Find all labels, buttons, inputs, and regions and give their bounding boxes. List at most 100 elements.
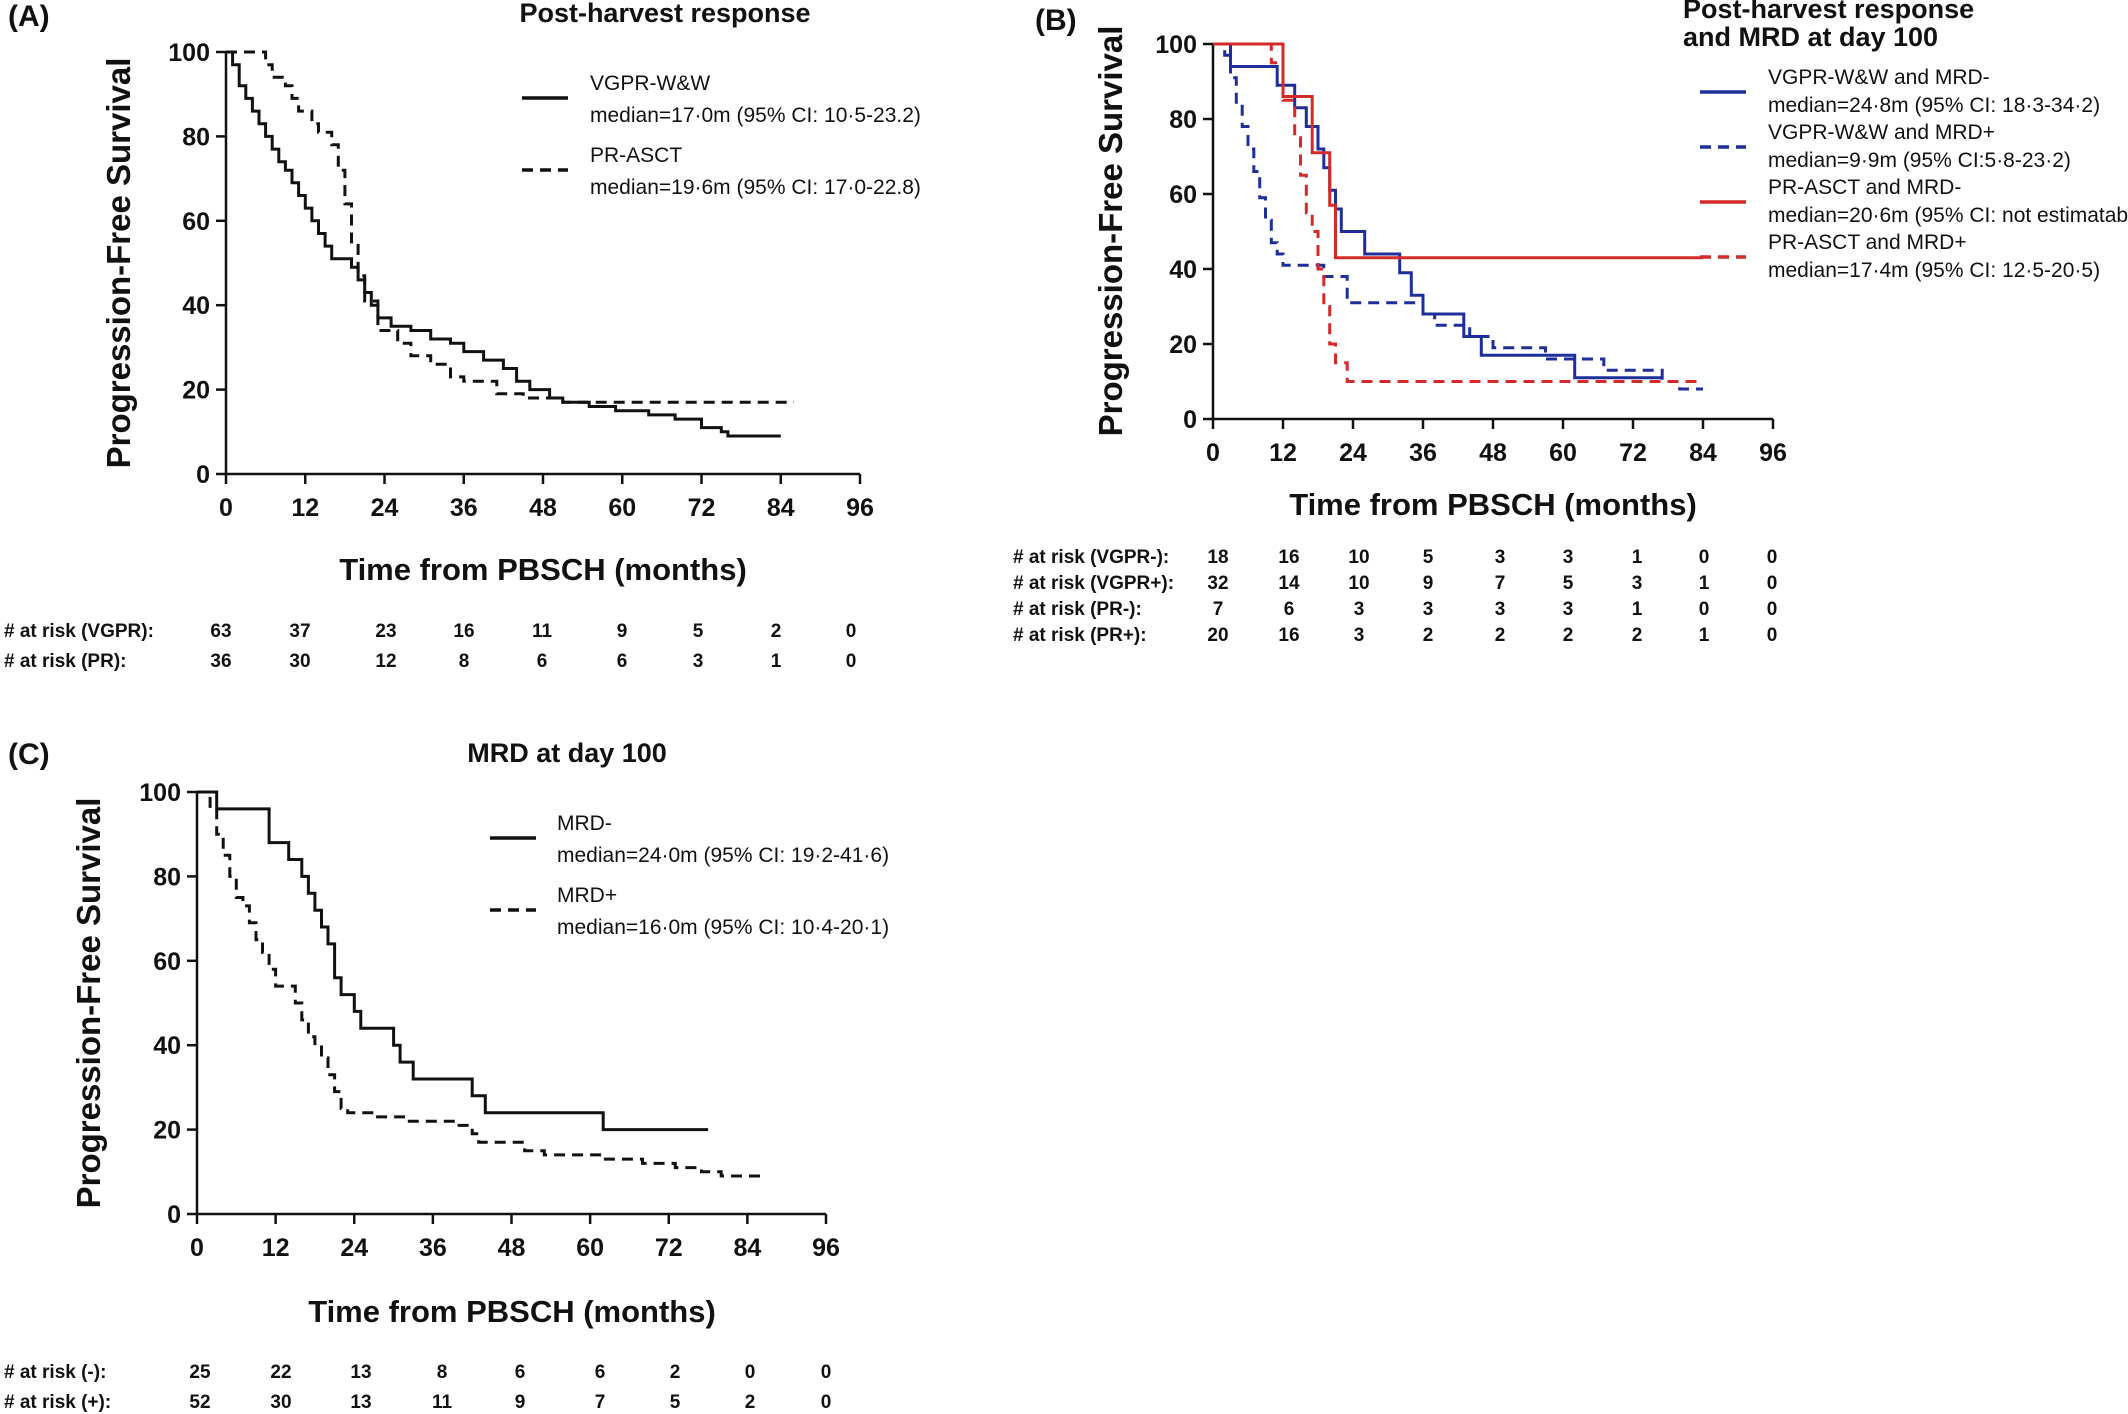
risk-value: 11 xyxy=(432,1392,453,1413)
legend-median: median=9·9m (95% CI:5·8-23·2) xyxy=(1768,149,2071,172)
legend-label: PR-ASCT xyxy=(590,144,682,167)
risk-value: 0 xyxy=(1699,547,1710,568)
x-axis-label: Time from PBSCH (months) xyxy=(308,1294,716,1329)
risk-value: 7 xyxy=(1213,599,1224,620)
risk-value: 23 xyxy=(375,621,396,642)
series-line-1 xyxy=(226,50,781,438)
x-tick-label: 72 xyxy=(1619,439,1647,467)
risk-value: 0 xyxy=(846,621,857,642)
legend-median: median=20·6m (95% CI: not estimatable) xyxy=(1768,204,2128,227)
x-tick-label: 84 xyxy=(1689,439,1717,467)
risk-value: 32 xyxy=(1207,573,1228,594)
risk-value: 10 xyxy=(1348,547,1369,568)
panel-title: and MRD at day 100 xyxy=(1683,22,1938,52)
x-axis-label: Time from PBSCH (months) xyxy=(339,552,747,587)
y-tick-label: 60 xyxy=(182,208,210,236)
x-tick-label: 12 xyxy=(1269,439,1297,467)
series-line-2 xyxy=(197,790,761,1178)
y-tick-label: 40 xyxy=(182,292,210,320)
x-tick-label: 12 xyxy=(291,494,319,522)
x-tick-label: 60 xyxy=(576,1234,604,1262)
x-tick-label: 24 xyxy=(340,1234,368,1262)
legend-label: PR-ASCT and MRD+ xyxy=(1768,231,1967,254)
risk-value: 16 xyxy=(453,621,474,642)
risk-value: 16 xyxy=(1278,547,1299,568)
risk-value: 18 xyxy=(1207,547,1228,568)
legend-label: PR-ASCT and MRD- xyxy=(1768,176,1961,199)
y-tick-label: 0 xyxy=(1183,406,1197,434)
panel-letter: (B) xyxy=(1035,4,1077,37)
series-line-2 xyxy=(1213,42,1703,391)
risk-value: 1 xyxy=(771,651,782,672)
x-tick-label: 48 xyxy=(529,494,557,522)
x-tick-label: 0 xyxy=(1206,439,1220,467)
risk-value: 3 xyxy=(1563,547,1574,568)
risk-value: 7 xyxy=(595,1392,606,1413)
legend-label: MRD+ xyxy=(557,884,617,907)
risk-value: 30 xyxy=(289,651,310,672)
y-axis-label: Progression-Free Survival xyxy=(1092,26,1129,437)
panel-title: Post-harvest response xyxy=(519,0,810,28)
x-tick-label: 84 xyxy=(767,494,795,522)
series-line-1 xyxy=(197,790,709,1132)
risk-value: 3 xyxy=(1423,599,1434,620)
x-tick-label: 96 xyxy=(846,494,874,522)
y-tick-label: 80 xyxy=(153,863,181,891)
risk-value: 3 xyxy=(1354,625,1365,646)
risk-value: 3 xyxy=(1632,573,1643,594)
series-line-3 xyxy=(1213,42,1703,260)
risk-row-label: # at risk (VGPR+): xyxy=(1013,573,1174,594)
panel-title: MRD at day 100 xyxy=(467,738,667,768)
risk-value: 7 xyxy=(1495,573,1506,594)
risk-row-label: # at risk (VGPR-): xyxy=(1013,547,1169,568)
legend-median: median=24·8m (95% CI: 18·3-34·2) xyxy=(1768,94,2100,117)
x-tick-label: 60 xyxy=(608,494,636,522)
x-axis-label: Time from PBSCH (months) xyxy=(1289,487,1697,522)
risk-value: 3 xyxy=(1495,599,1506,620)
risk-value: 6 xyxy=(595,1362,606,1383)
y-tick-label: 40 xyxy=(1169,256,1197,284)
risk-value: 1 xyxy=(1699,625,1710,646)
x-tick-label: 84 xyxy=(733,1234,761,1262)
x-tick-label: 60 xyxy=(1549,439,1577,467)
risk-value: 0 xyxy=(821,1392,832,1413)
risk-value: 10 xyxy=(1348,573,1369,594)
risk-value: 9 xyxy=(515,1392,526,1413)
risk-value: 13 xyxy=(350,1362,371,1383)
risk-value: 0 xyxy=(1699,599,1710,620)
risk-row-label: # at risk (VGPR): xyxy=(4,621,154,642)
risk-value: 8 xyxy=(437,1362,448,1383)
risk-value: 9 xyxy=(1423,573,1434,594)
x-tick-label: 36 xyxy=(419,1234,447,1262)
x-tick-label: 0 xyxy=(190,1234,204,1262)
risk-value: 6 xyxy=(537,651,548,672)
risk-value: 6 xyxy=(617,651,628,672)
risk-row-label: # at risk (+): xyxy=(4,1392,111,1413)
y-tick-label: 20 xyxy=(182,377,210,405)
risk-value: 12 xyxy=(375,651,396,672)
risk-value: 3 xyxy=(1495,547,1506,568)
risk-value: 6 xyxy=(1284,599,1295,620)
y-tick-label: 20 xyxy=(153,1117,181,1145)
y-axis-label: Progression-Free Survival xyxy=(70,798,107,1209)
risk-value: 13 xyxy=(350,1392,371,1413)
risk-value: 5 xyxy=(693,621,704,642)
y-tick-label: 40 xyxy=(153,1032,181,1060)
risk-value: 1 xyxy=(1699,573,1710,594)
risk-value: 0 xyxy=(1767,547,1778,568)
x-tick-label: 72 xyxy=(655,1234,683,1262)
y-tick-label: 0 xyxy=(196,461,210,489)
risk-value: 22 xyxy=(270,1362,291,1383)
risk-value: 2 xyxy=(670,1362,681,1383)
risk-row-label: # at risk (PR-): xyxy=(1013,599,1142,620)
risk-value: 8 xyxy=(459,651,470,672)
risk-value: 2 xyxy=(1563,625,1574,646)
x-tick-label: 36 xyxy=(450,494,478,522)
risk-value: 0 xyxy=(1767,573,1778,594)
x-tick-label: 96 xyxy=(812,1234,840,1262)
y-tick-label: 100 xyxy=(168,39,210,67)
y-axis-label: Progression-Free Survival xyxy=(100,58,137,469)
